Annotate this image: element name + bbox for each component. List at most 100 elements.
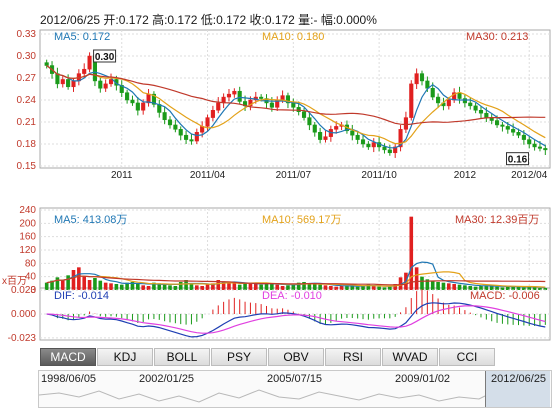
candle-body [135,102,140,111]
volume-bar [489,286,494,290]
volume-bar [178,282,183,290]
candle-body [403,117,408,130]
candle-body [237,90,242,102]
volume-ma5-legend: MA5: 413.08万 [54,214,128,226]
volume-bar [484,285,489,290]
volume-bar [345,285,349,290]
macd-dif-legend: DIF: -0.014 [54,290,110,302]
volume-bar [114,284,119,290]
price-x-tick-label: 2012/04 [511,170,548,181]
volume-y-tick-label: 160 [19,232,36,243]
price-y-tick-label: 0.33 [17,29,37,40]
candle-body [210,110,215,118]
tab-kdj[interactable]: KDJ [97,348,153,366]
price-ma30-legend: MA30: 0.213 [466,31,529,43]
candle-body [409,83,414,118]
candle-body [232,90,237,95]
volume-bar [479,286,483,290]
volume-ma30-legend: MA30: 12.39百万 [455,214,540,226]
volume-y-tick-label: 240 [19,205,36,216]
candle-body [296,107,301,112]
volume-bar [264,282,269,290]
price-y-tick-label: 0.21 [17,117,37,128]
tab-macd[interactable]: MACD [40,348,96,366]
tab-psy[interactable]: PSY [211,348,267,366]
candle-body [280,95,285,101]
volume-bar [275,284,280,290]
candle-body [387,149,392,154]
volume-bar [398,277,403,290]
macd-dif-line [46,302,546,338]
tab-wvad[interactable]: WVAD [382,348,438,366]
candle-body [462,98,467,104]
candle-body [527,139,532,145]
candle-body [495,120,500,126]
candle-body [108,79,114,85]
candle-body [393,146,398,154]
candle-body [419,73,425,82]
candle-body [194,132,199,142]
candle-body [151,93,156,105]
ohlc-header: 2012/06/25 开:0.172 高:0.172 低:0.172 收:0.1… [40,13,377,27]
volume-bar [414,267,419,290]
price-y-tick-label: 0.30 [17,51,37,62]
volume-bar [302,282,306,290]
time-navigator[interactable]: 1998/06/05 2002/01/25 2005/07/15 2009/01… [38,370,552,408]
volume-bar [119,284,124,290]
volume-ma10-legend: MA10: 569.17万 [262,214,342,226]
candle-body [446,99,451,107]
tab-obv[interactable]: OBV [268,348,324,366]
volume-bar [66,275,70,290]
volume-bar [350,286,355,290]
candle-body [312,124,317,133]
volume-bar [323,285,328,290]
candle-body [66,79,71,88]
price-annotation-box [93,49,117,63]
volume-bar [307,283,312,290]
price-x-tick-label: 2011 [111,170,133,181]
candle-body [478,110,484,114]
candle-body [334,126,339,130]
volume-bar [184,280,188,290]
volume-bar [141,285,145,290]
volume-bar [538,288,542,290]
candle-body [103,83,108,89]
navigator-selection-window[interactable] [485,371,550,407]
volume-y-tick-label: 200 [19,218,36,229]
candle-body [226,93,232,98]
candle-body [360,139,366,145]
price-x-tick-label: 2011/07 [276,170,312,181]
candle-body [323,136,328,140]
candle-body [44,62,49,66]
candle-body [318,132,323,140]
candle-body [468,102,473,107]
volume-bar [291,284,296,290]
volume-bar [543,288,548,290]
macd-value-legend: MACD: -0.006 [470,290,540,302]
volume-bar [286,285,290,290]
volume-ma30-line [46,275,546,286]
tab-cci[interactable]: CCI [439,348,495,366]
volume-bar [71,270,76,290]
tab-rsi[interactable]: RSI [325,348,381,366]
candle-body [291,102,296,108]
candle-body [82,68,87,74]
volume-bar [339,286,344,290]
candle-body [511,129,516,133]
candle-body [355,134,360,140]
volume-y-tick-label: 80 [25,258,37,269]
tab-boll[interactable]: BOLL [154,348,210,366]
volume-bar [55,277,60,290]
volume-bar [312,284,317,290]
price-x-tick-label: 2011/04 [190,170,226,181]
macd-dea-legend: DEA: -0.010 [262,290,322,302]
candle-body [505,126,510,130]
volume-bar [60,280,65,290]
volume-bar [44,282,49,290]
volume-bar [270,284,274,290]
volume-bar [253,284,258,290]
volume-bar [82,276,87,290]
indicator-tabs: MACD KDJ BOLL PSY OBV RSI WVAD CCI [40,348,550,366]
navigator-history-line [39,389,486,403]
candle-body [543,148,548,151]
